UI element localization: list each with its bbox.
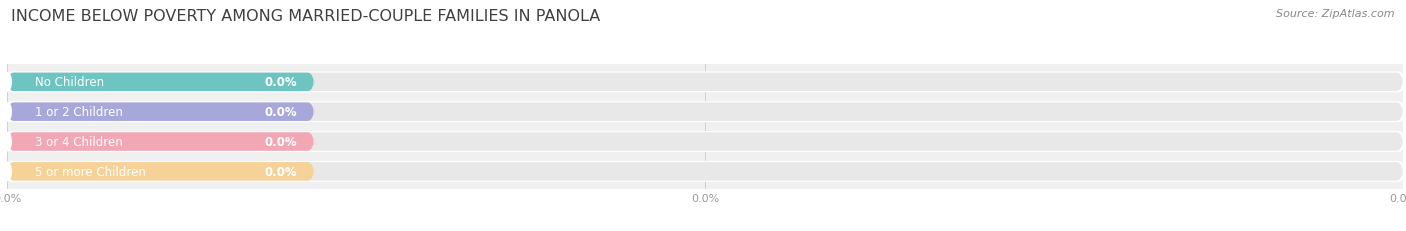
FancyBboxPatch shape xyxy=(6,102,1405,123)
FancyBboxPatch shape xyxy=(6,161,1405,182)
Circle shape xyxy=(3,162,11,181)
FancyBboxPatch shape xyxy=(7,133,314,151)
Text: 1 or 2 Children: 1 or 2 Children xyxy=(35,106,122,119)
FancyBboxPatch shape xyxy=(6,72,1405,93)
FancyBboxPatch shape xyxy=(7,103,1403,122)
FancyBboxPatch shape xyxy=(7,162,314,181)
FancyBboxPatch shape xyxy=(7,103,314,122)
FancyBboxPatch shape xyxy=(7,73,314,92)
FancyBboxPatch shape xyxy=(7,133,1403,151)
Circle shape xyxy=(3,73,11,92)
FancyBboxPatch shape xyxy=(6,131,1405,152)
FancyBboxPatch shape xyxy=(7,162,1403,181)
Text: 3 or 4 Children: 3 or 4 Children xyxy=(35,135,122,148)
Text: 0.0%: 0.0% xyxy=(264,76,298,89)
Text: No Children: No Children xyxy=(35,76,104,89)
Text: INCOME BELOW POVERTY AMONG MARRIED-COUPLE FAMILIES IN PANOLA: INCOME BELOW POVERTY AMONG MARRIED-COUPL… xyxy=(11,9,600,24)
Text: 0.0%: 0.0% xyxy=(264,165,298,178)
Text: 0.0%: 0.0% xyxy=(264,135,298,148)
Text: Source: ZipAtlas.com: Source: ZipAtlas.com xyxy=(1277,9,1395,19)
Circle shape xyxy=(3,133,11,151)
Circle shape xyxy=(3,103,11,122)
Text: 0.0%: 0.0% xyxy=(264,106,298,119)
FancyBboxPatch shape xyxy=(7,73,1403,92)
Text: 5 or more Children: 5 or more Children xyxy=(35,165,146,178)
